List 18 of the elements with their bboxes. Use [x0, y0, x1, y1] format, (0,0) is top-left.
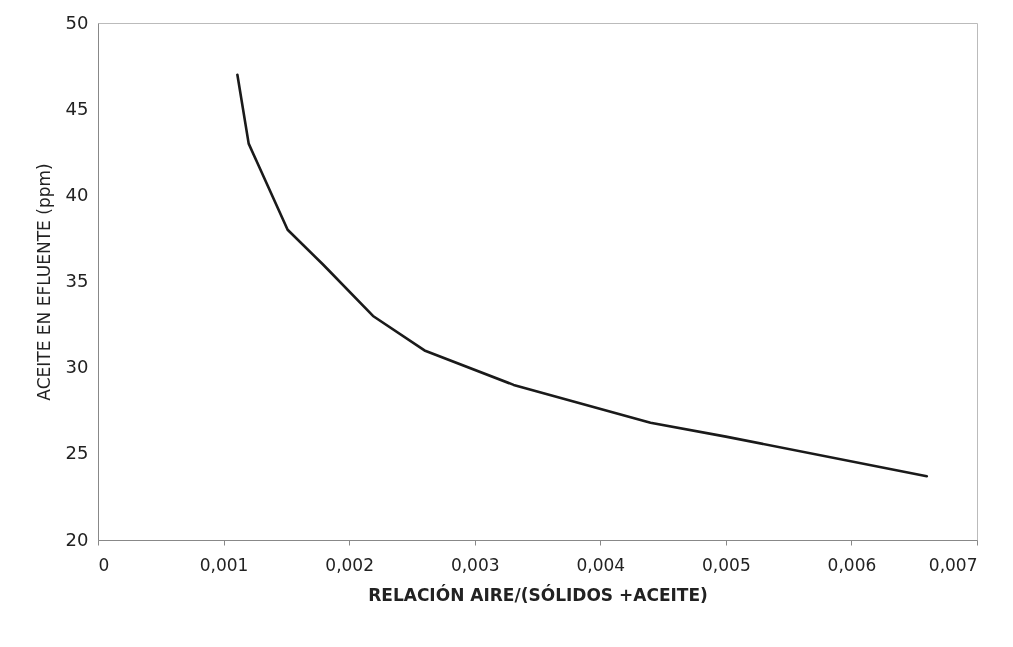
x-tick-label: 0,004: [576, 554, 626, 575]
line-series: [236, 73, 929, 478]
y-tick-label: 35: [65, 270, 89, 291]
y-tick-label: 20: [65, 528, 89, 550]
y-tick-label: 30: [65, 356, 89, 378]
x-tick-label: 0,005: [702, 554, 751, 575]
x-tick-label: 0,001: [199, 554, 249, 575]
y-axis-title: ACEITE EN EFLUENTE (ppm): [33, 163, 54, 401]
x-tick-label: 0: [98, 554, 110, 575]
y-tick-label: 50: [65, 11, 89, 33]
x-tick-label: 0,002: [325, 554, 374, 575]
y-tick-label: 45: [65, 97, 89, 119]
x-tick-label: 0,003: [450, 554, 500, 575]
y-tick-label: 40: [65, 183, 89, 205]
x-tick-label: 0,006: [827, 554, 877, 575]
x-axis-title: RELACIÓN AIRE/(SÓLIDOS +ACEITE): [368, 583, 708, 605]
y-tick-label: 25: [65, 442, 89, 464]
x-tick-label: 0,007: [928, 554, 978, 575]
